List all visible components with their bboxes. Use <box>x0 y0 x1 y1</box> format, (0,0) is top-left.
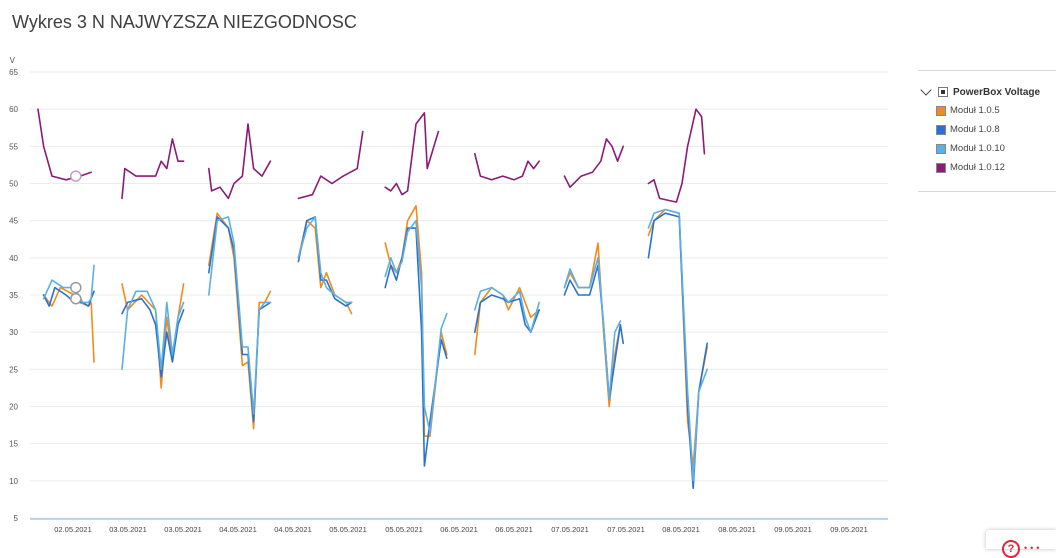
x-tick-label: 04.05.2021 <box>274 525 312 534</box>
series-line[interactable] <box>121 290 185 371</box>
series-line[interactable] <box>384 227 448 467</box>
y-tick-label: 50 <box>9 180 18 189</box>
series-line[interactable] <box>121 283 185 389</box>
legend-item-label: Moduł 1.0.5 <box>950 105 1000 116</box>
series-line[interactable] <box>121 138 185 200</box>
y-tick-label: 65 <box>9 68 18 77</box>
x-tick-label: 07.05.2021 <box>551 525 589 534</box>
x-tick-label: 05.05.2021 <box>385 525 423 534</box>
y-tick-label: 35 <box>9 291 18 300</box>
series-line[interactable] <box>208 123 272 200</box>
legend-item-label: Moduł 1.0.10 <box>950 143 1005 154</box>
x-tick-label: 08.05.2021 <box>662 525 700 534</box>
legend-header[interactable]: PowerBox Voltage <box>918 83 1056 101</box>
legend: PowerBox Voltage Moduł 1.0.5 Moduł 1.0.8… <box>918 70 1056 192</box>
series-modu-1-0-5 <box>42 205 708 467</box>
y-tick-label: 55 <box>9 142 18 151</box>
y-tick-label: 10 <box>9 477 18 486</box>
series-line[interactable] <box>647 208 708 467</box>
x-tick-label: 09.05.2021 <box>774 525 812 534</box>
x-tick-label: 03.05.2021 <box>109 525 147 534</box>
legend-item-modul-1-0-10[interactable]: Moduł 1.0.10 <box>936 139 1056 158</box>
series-line[interactable] <box>42 286 95 307</box>
series-line[interactable] <box>37 108 92 181</box>
chevron-down-icon[interactable] <box>920 85 934 99</box>
hover-markers <box>70 170 82 305</box>
chart-title: Wykres 3 N NAJWYZSZA NIEZGODNOSC <box>12 12 357 32</box>
series-line[interactable] <box>208 216 272 415</box>
legend-item-modul-1-0-5[interactable]: Moduł 1.0.5 <box>936 101 1056 120</box>
x-tick-label: 08.05.2021 <box>718 525 756 534</box>
help-widget[interactable]: ? ••• <box>986 530 1056 558</box>
series-line[interactable] <box>474 286 540 333</box>
y-tick-label: 20 <box>9 403 18 412</box>
y-tick-label: 60 <box>9 105 18 114</box>
x-tick-label: 09.05.2021 <box>830 525 868 534</box>
y-tick-label: 25 <box>9 365 18 374</box>
series-line[interactable] <box>647 108 706 203</box>
series-line[interactable] <box>121 297 185 378</box>
legend-swatch <box>936 162 946 173</box>
legend-swatch <box>936 124 946 135</box>
series-line[interactable] <box>208 212 272 430</box>
series-modu-1-0-10 <box>42 208 708 482</box>
series-line[interactable] <box>563 257 622 400</box>
legend-swatch <box>936 105 946 116</box>
more-dots-icon[interactable]: ••• <box>1024 543 1043 553</box>
legend-item-modul-1-0-12[interactable]: Moduł 1.0.12 <box>936 158 1056 177</box>
group-toggle-icon[interactable] <box>938 87 948 97</box>
legend-item-label: Moduł 1.0.8 <box>950 124 1000 135</box>
y-axis-label: V <box>10 56 16 65</box>
x-tick-label: 04.05.2021 <box>219 525 257 534</box>
series-line[interactable] <box>297 219 353 315</box>
y-axis: 5 10 15 20 25 30 35 40 45 50 55 60 65 V <box>9 56 18 523</box>
series-line[interactable] <box>384 112 440 196</box>
y-tick-label: 30 <box>9 328 18 337</box>
x-tick-label: 06.05.2021 <box>440 525 478 534</box>
series-modu-1-0-12 <box>37 108 706 203</box>
hover-marker <box>70 292 82 305</box>
legend-group-title: PowerBox Voltage <box>953 86 1041 98</box>
y-tick-label: 40 <box>9 254 18 263</box>
series-line[interactable] <box>647 212 708 490</box>
hover-marker <box>70 170 82 182</box>
y-tick-label: 15 <box>9 440 18 449</box>
y-tick-label: 45 <box>9 217 18 226</box>
x-tick-label: 06.05.2021 <box>495 525 533 534</box>
legend-item-modul-1-0-8[interactable]: Moduł 1.0.8 <box>936 120 1056 139</box>
series-modu-1-0-8 <box>42 212 708 490</box>
series-line[interactable] <box>474 153 540 181</box>
hover-marker <box>70 281 82 294</box>
series-line[interactable] <box>208 216 272 423</box>
x-tick-label: 02.05.2021 <box>54 525 92 534</box>
x-tick-label: 05.05.2021 <box>329 525 367 534</box>
series-line[interactable] <box>297 216 353 304</box>
series-line[interactable] <box>384 219 448 434</box>
x-axis: 02.05.2021 03.05.2021 03.05.2021 04.05.2021… <box>30 518 888 534</box>
series-line[interactable] <box>474 286 540 356</box>
y-tick-label: 5 <box>14 514 19 523</box>
grid-lines <box>30 71 888 519</box>
series-lines <box>37 108 708 490</box>
legend-item-label: Moduł 1.0.12 <box>950 162 1005 173</box>
series-line[interactable] <box>647 208 708 482</box>
help-icon[interactable]: ? <box>1002 540 1020 558</box>
x-tick-label: 07.05.2021 <box>607 525 645 534</box>
x-tick-label: 03.05.2021 <box>164 525 202 534</box>
legend-swatch <box>936 143 946 154</box>
series-line[interactable] <box>563 138 624 188</box>
series-line[interactable] <box>297 130 364 200</box>
